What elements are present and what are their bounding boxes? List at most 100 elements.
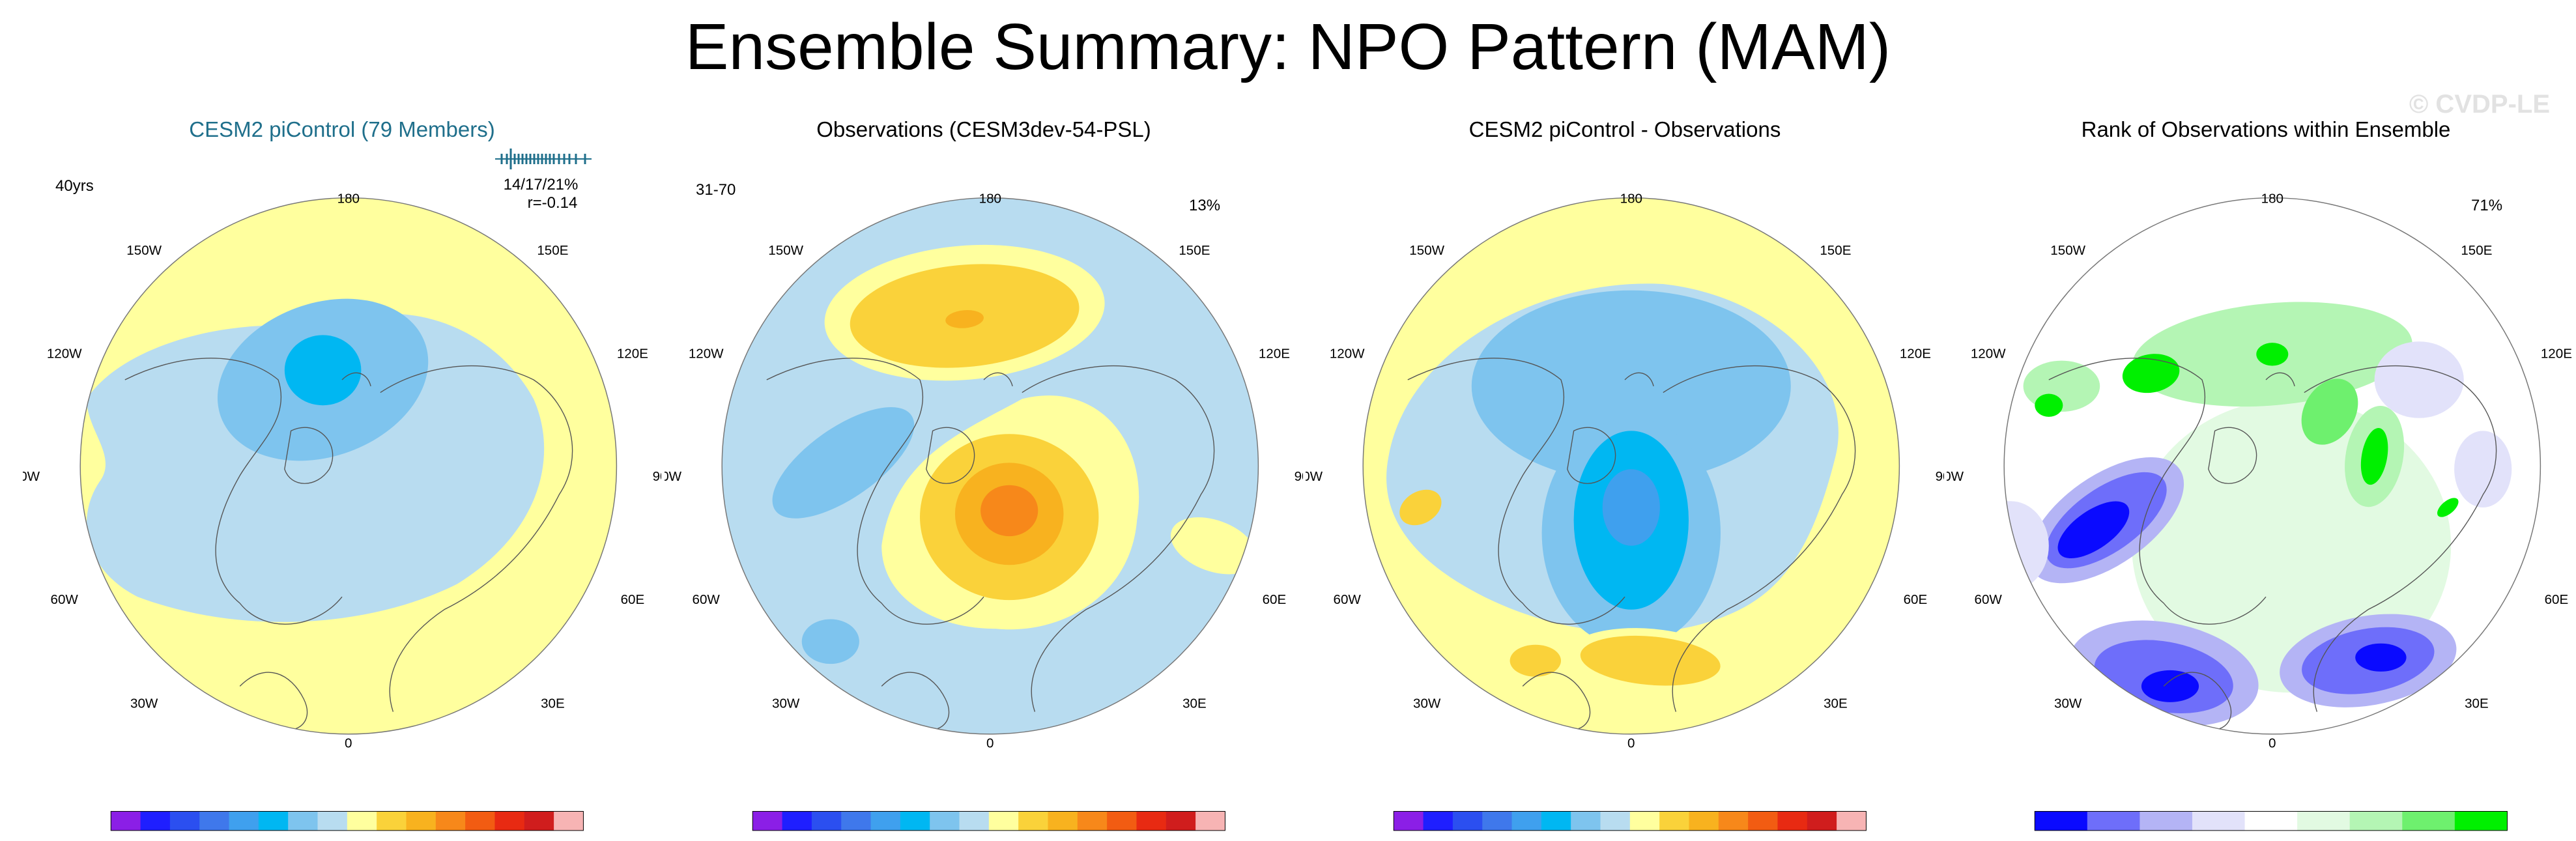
- longitude-label: 30E: [2465, 696, 2489, 711]
- colorbar-swatch: [930, 811, 960, 831]
- colorbar-tick-label: 20: [2233, 833, 2257, 834]
- longitude-label: 120E: [1259, 347, 1290, 362]
- colorbar-swatch: [317, 811, 348, 831]
- coastlines: [2048, 358, 2497, 730]
- panel-title: Observations (CESM3dev-54-PSL): [816, 117, 1151, 141]
- colorbar-swatch: [1748, 811, 1778, 831]
- colorbar-swatch: [406, 811, 436, 831]
- longitude-label: 120W: [689, 347, 724, 362]
- longitude-label: 90W: [1947, 469, 1964, 484]
- coastline-bering: [1624, 372, 1654, 386]
- colorbar-swatch: [1166, 811, 1196, 831]
- watermark: © CVDP-LE: [2409, 90, 2550, 119]
- longitude-label: 60E: [2545, 592, 2569, 607]
- atlantic-high-core: [1580, 635, 1721, 686]
- rank-95-spot: [2301, 378, 2358, 445]
- longitude-label: 60E: [1904, 592, 1928, 607]
- longitude-label: 150W: [126, 243, 162, 258]
- longitude-label: 120E: [1900, 347, 1931, 362]
- colorbar-swatch: [1718, 811, 1749, 831]
- map-boundary: [2003, 197, 2541, 735]
- colorbar-tick-label: -6: [802, 833, 822, 834]
- panel-title: CESM2 piControl (79 Members): [189, 117, 495, 141]
- colorbar-tick-label: 2: [1042, 833, 1054, 834]
- longitude-label: 150E: [1820, 243, 1851, 258]
- colorbar-swatch: [347, 811, 377, 831]
- colorbar-swatch: [2297, 811, 2351, 831]
- canada-low: [772, 407, 915, 519]
- colorbar-swatch: [1777, 811, 1808, 831]
- canada-west-low: [2004, 501, 2049, 591]
- longitude-label: 150W: [1409, 243, 1444, 258]
- coastline-north-america: [1407, 358, 1625, 625]
- colorbar-tick-label: -1: [308, 833, 328, 834]
- longitude-label: 30W: [2054, 696, 2082, 711]
- map-boundary: [1362, 197, 1900, 735]
- colorbar-swatch: [1394, 811, 1424, 831]
- coastline-north-america: [766, 358, 984, 625]
- panel-ensemble-mean: CESM2 piControl (79 Members) 40yrs 14/17…: [23, 117, 661, 834]
- coastline-greenland: [926, 427, 975, 484]
- rank-100-spot: [2035, 393, 2063, 417]
- map-field: [1363, 197, 1900, 734]
- main-title: Ensemble Summary: NPO Pattern (MAM): [685, 10, 1891, 83]
- canada-low-core: [2057, 501, 2130, 559]
- atlantic-low: [801, 619, 859, 664]
- longitude-label: 120E: [2541, 347, 2572, 362]
- colorbar-swatch: [494, 811, 525, 831]
- colorbar-swatch: [1571, 811, 1601, 831]
- colorbar-swatch: [1136, 811, 1167, 831]
- longitude-label: 120W: [1330, 347, 1365, 362]
- atlantic-low-core: [2141, 670, 2199, 702]
- colorbar-tick-label: -2: [920, 833, 939, 834]
- colorbar-swatch: [1048, 811, 1078, 831]
- polar-map: 180 150E 120E 90E 60E 30E 0 30W 60W 90W 120W 150W -7…: [1306, 192, 1944, 834]
- longitude-label: 0: [2268, 735, 2276, 750]
- colorbar-frame: [110, 810, 584, 831]
- longitude-label: 180: [979, 192, 1001, 207]
- longitude-label: 90E: [653, 469, 661, 484]
- longitude-label: 90W: [1306, 469, 1323, 484]
- colorbar-tick-label: 6: [1801, 833, 1814, 834]
- rank-100-spot: [2122, 354, 2180, 393]
- longitude-label: 180: [337, 192, 360, 207]
- longitude-label: 30E: [1824, 696, 1848, 711]
- colorbar-tick-label: -5: [1472, 833, 1492, 834]
- colorbar-tick-label: 3: [1072, 833, 1084, 834]
- colorbar-swatch: [811, 811, 842, 831]
- percent-tag: 13%: [1189, 197, 1221, 214]
- colorbar-swatch: [258, 811, 289, 831]
- colorbar-swatch: [959, 811, 990, 831]
- colorbar-tick-label: 2: [400, 833, 412, 834]
- colorbar-swatch: [199, 811, 230, 831]
- longitude-label: 90W: [23, 469, 40, 484]
- coastline-eurasia: [380, 365, 573, 712]
- colorbar-tick-label: 5: [1771, 833, 1784, 834]
- colorbar-swatch: [2087, 811, 2140, 831]
- colorbar-tick-label: 3: [1713, 833, 1725, 834]
- europe-low-core: [2355, 643, 2407, 672]
- colorbar-swatch: [2454, 811, 2508, 831]
- colorbar-swatch: [1659, 811, 1689, 831]
- longitude-label: 90W: [665, 469, 682, 484]
- colorbar-frame: [1393, 810, 1867, 831]
- coastline-eurasia: [2304, 365, 2497, 712]
- negative-region: [87, 313, 545, 622]
- longitude-label: 30W: [772, 696, 800, 711]
- longitude-label: 60W: [1334, 592, 1362, 607]
- member-spread-icon: [495, 149, 592, 169]
- colorbar-tick-label: 4: [459, 833, 472, 834]
- colorbar-swatch: [377, 811, 407, 831]
- longitude-label: 150E: [537, 243, 568, 258]
- coastline-bering: [2265, 372, 2295, 386]
- longitude-label: 120W: [47, 347, 82, 362]
- positive-center: [980, 485, 1038, 537]
- colorbar-tick-label: -2: [1561, 833, 1581, 834]
- panel-title: CESM2 piControl - Observations: [1468, 117, 1781, 141]
- colorbar-swatch: [1807, 811, 1837, 831]
- colorbar-tick-label: -7: [1414, 833, 1433, 834]
- colorbar-tick-label: 1: [1012, 833, 1025, 834]
- longitude-label: 30W: [1413, 696, 1441, 711]
- longitude-label: 150E: [1179, 243, 1210, 258]
- coastline-eurasia: [1022, 365, 1215, 712]
